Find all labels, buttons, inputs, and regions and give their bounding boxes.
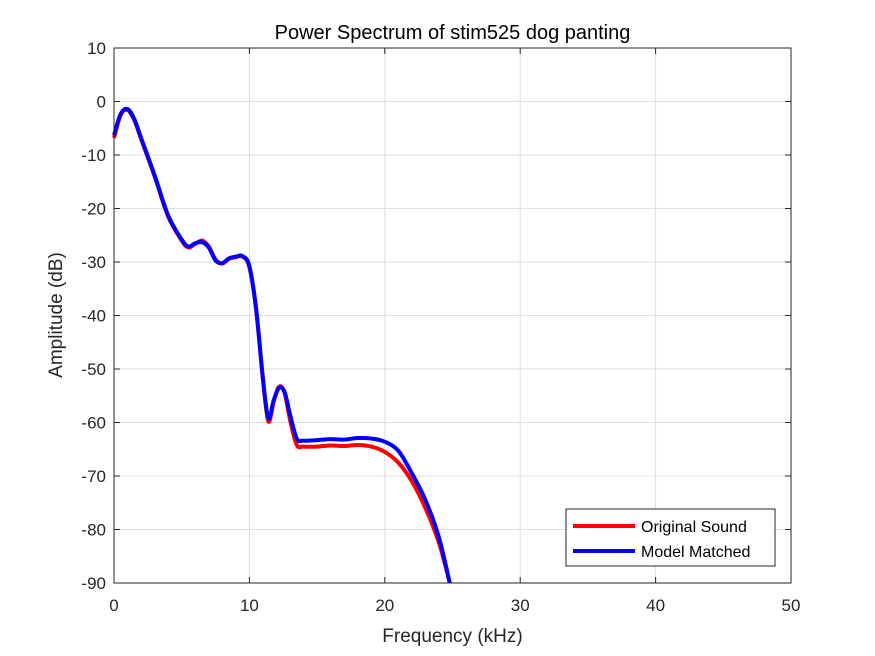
y-tick-label: -90	[81, 574, 106, 593]
y-tick-label: -60	[81, 414, 106, 433]
y-tick-label: -50	[81, 360, 106, 379]
series-lines	[112, 106, 452, 584]
y-tick-label: -10	[81, 146, 106, 165]
legend: Original Sound Model Matched	[565, 508, 776, 567]
y-tick-label: -80	[81, 521, 106, 540]
y-tick-label: -70	[81, 467, 106, 486]
y-axis-label: Amplitude (dB)	[46, 252, 67, 378]
y-tick-label: 0	[97, 93, 106, 112]
series-line-model-matched	[112, 106, 452, 584]
y-tick-label: -20	[81, 200, 106, 219]
x-tick-label: 20	[375, 596, 394, 615]
x-tick-label: 10	[240, 596, 259, 615]
x-tick-label: 0	[109, 596, 118, 615]
x-tick-label: 50	[782, 596, 801, 615]
x-tick-label: 30	[511, 596, 530, 615]
legend-label-model-matched: Model Matched	[641, 544, 750, 561]
y-tick-label: -30	[81, 253, 106, 272]
ticks: 0 10 20 30 40 50 10 0 -10 -20 -30 -40 -50 -60 -70 -80 -9…	[81, 39, 800, 615]
chart-title: Power Spectrum of stim525 dog panting	[275, 22, 631, 44]
y-tick-label: -40	[81, 307, 106, 326]
legend-label-original-sound: Original Sound	[641, 519, 747, 536]
x-axis-label: Frequency (kHz)	[382, 626, 522, 647]
y-tick-label: 10	[87, 39, 106, 58]
legend-box	[565, 508, 776, 567]
x-tick-label: 40	[646, 596, 665, 615]
